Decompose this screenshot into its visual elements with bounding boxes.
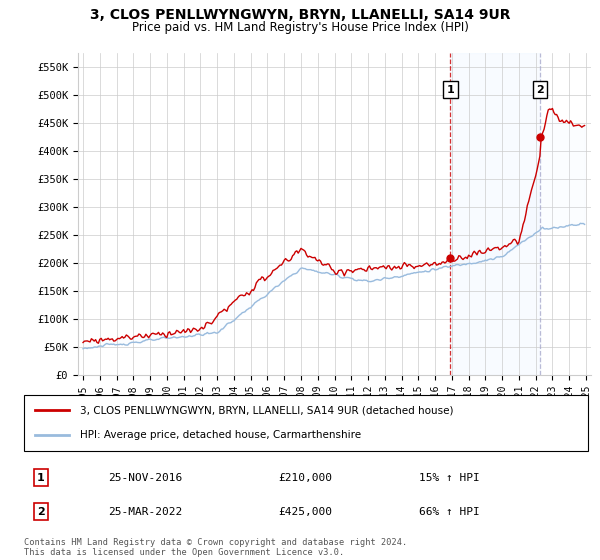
Text: 1: 1 [446, 85, 454, 95]
Text: 66% ↑ HPI: 66% ↑ HPI [419, 507, 479, 516]
Text: £425,000: £425,000 [278, 507, 332, 516]
Text: 15% ↑ HPI: 15% ↑ HPI [419, 473, 479, 483]
Text: Price paid vs. HM Land Registry's House Price Index (HPI): Price paid vs. HM Land Registry's House … [131, 21, 469, 34]
FancyBboxPatch shape [24, 395, 588, 451]
Text: 2: 2 [37, 507, 45, 516]
Text: Contains HM Land Registry data © Crown copyright and database right 2024.
This d: Contains HM Land Registry data © Crown c… [24, 538, 407, 557]
Text: 25-MAR-2022: 25-MAR-2022 [109, 507, 183, 516]
Text: 3, CLOS PENLLWYNGWYN, BRYN, LLANELLI, SA14 9UR (detached house): 3, CLOS PENLLWYNGWYN, BRYN, LLANELLI, SA… [80, 405, 454, 416]
Text: 1: 1 [37, 473, 45, 483]
Text: 25-NOV-2016: 25-NOV-2016 [109, 473, 183, 483]
Bar [451, 53, 540, 375]
Text: 3, CLOS PENLLWYNGWYN, BRYN, LLANELLI, SA14 9UR: 3, CLOS PENLLWYNGWYN, BRYN, LLANELLI, SA… [90, 8, 510, 22]
Text: £210,000: £210,000 [278, 473, 332, 483]
Text: HPI: Average price, detached house, Carmarthenshire: HPI: Average price, detached house, Carm… [80, 430, 362, 440]
Text: 2: 2 [536, 85, 544, 95]
